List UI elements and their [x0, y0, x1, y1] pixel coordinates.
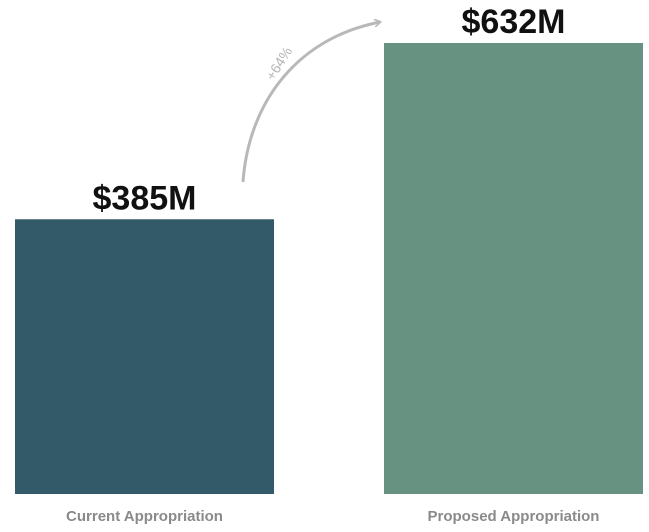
value-label: $632M: [462, 3, 566, 41]
category-label: Proposed Appropriation: [428, 508, 600, 525]
annotation: +64%: [262, 44, 295, 83]
growth-arrow: [241, 22, 380, 183]
value-label: $385M: [93, 179, 197, 217]
bar: [15, 219, 274, 494]
bar: [384, 43, 643, 494]
category-label: Current Appropriation: [66, 508, 223, 525]
